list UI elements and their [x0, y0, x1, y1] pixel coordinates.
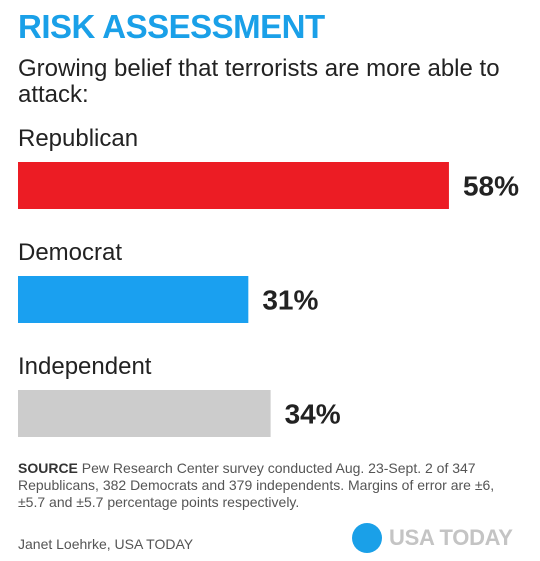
chart-subtitle: Growing belief that terrorists are more …	[18, 55, 500, 108]
bar-independent	[18, 390, 271, 437]
bar-chart: Republican 58% Democrat 31% Independent 34%	[18, 125, 519, 437]
bar-democrat	[18, 276, 249, 323]
chart-title: RISK ASSESSMENT	[18, 8, 325, 45]
value-label-independent: 34%	[285, 399, 341, 430]
category-label-republican: Republican	[18, 125, 138, 152]
source-text: Pew Research Center survey conducted Aug…	[18, 460, 495, 510]
credit-line: Janet Loehrke, USA TODAY	[18, 536, 194, 552]
category-label-democrat: Democrat	[18, 239, 122, 266]
bar-republican	[18, 162, 449, 209]
logo-wordmark: USA TODAY	[389, 525, 513, 550]
category-label-independent: Independent	[18, 353, 152, 380]
usa-today-logo: USA TODAY	[352, 523, 513, 553]
source-label: SOURCE	[18, 460, 78, 476]
source-note: SOURCE Pew Research Center survey conduc…	[18, 460, 518, 511]
logo-dot-icon	[352, 523, 382, 553]
value-label-democrat: 31%	[262, 285, 318, 316]
value-label-republican: 58%	[463, 171, 519, 202]
